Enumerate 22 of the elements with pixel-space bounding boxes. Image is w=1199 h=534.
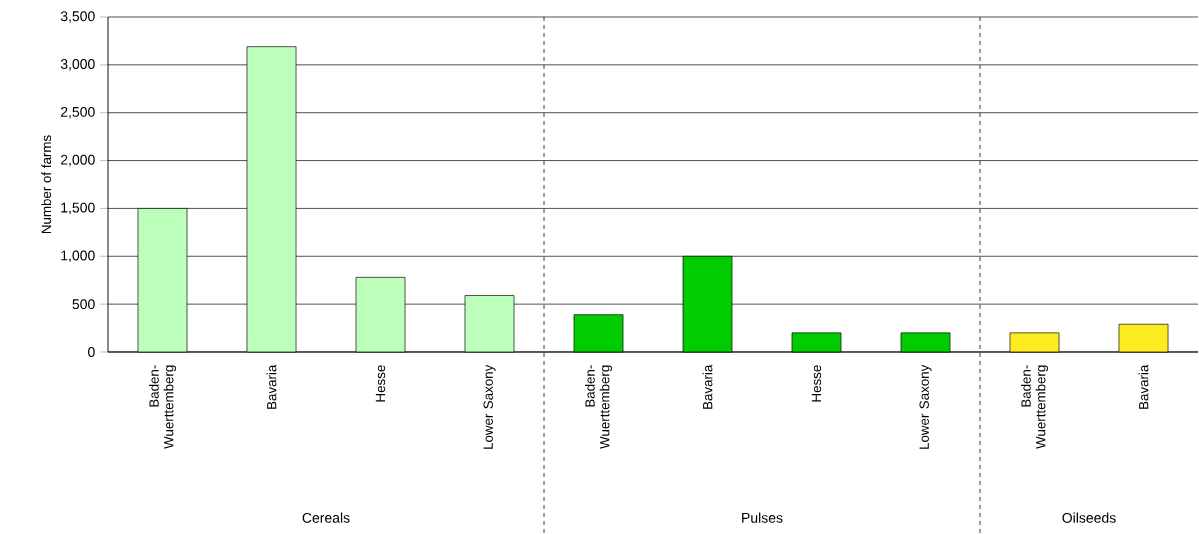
y-tick-label: 2,500	[60, 106, 95, 119]
y-tick-label: 1,000	[61, 250, 95, 263]
text: Cereals	[302, 512, 350, 523]
x-tick-label: Hesse	[375, 365, 386, 402]
x-tick-label: Baden-Wuerttemberg	[148, 365, 177, 449]
y-tick-label: 2,000	[60, 154, 95, 167]
y-tick-label: 500	[72, 299, 95, 310]
x-tick-label: Baden-Wuerttemberg	[584, 365, 613, 449]
x-tick-label: Bavaria	[1138, 364, 1149, 409]
y-tick-label: 0	[88, 347, 95, 357]
y-axis-title: Number of farms	[41, 135, 52, 234]
x-tick-label: Lower Saxony	[919, 364, 932, 449]
x-tick-label: Baden-Wuerttemberg	[1020, 365, 1049, 449]
y-tick-label: 3,000	[60, 59, 95, 71]
x-tick-label: Lower Saxony	[483, 364, 496, 449]
y-tick-label: 3,500	[60, 11, 95, 23]
y-tick-label: 1,500	[61, 202, 95, 215]
text: Oilseeds	[1062, 512, 1116, 523]
x-tick-label: Hesse	[811, 365, 822, 402]
text: Pulses	[742, 512, 783, 523]
x-tick-label: Bavaria	[702, 364, 713, 409]
x-tick-label: Bavaria	[266, 364, 277, 409]
